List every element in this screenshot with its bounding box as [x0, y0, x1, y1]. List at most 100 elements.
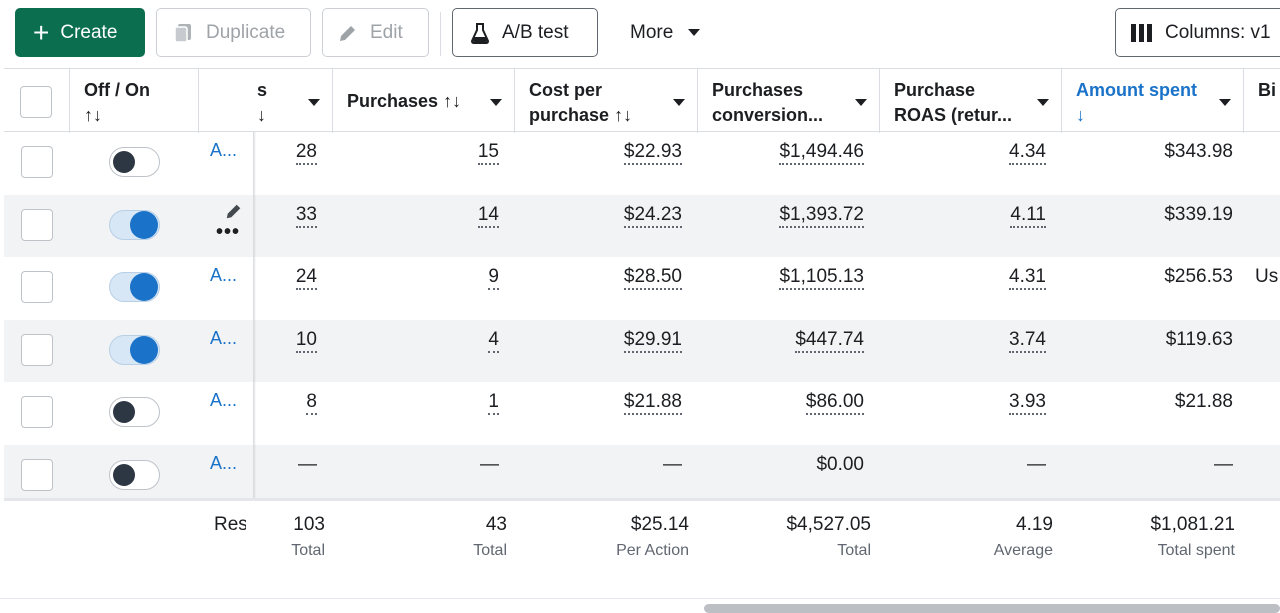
row-checkbox[interactable] [21, 396, 53, 428]
header-bid[interactable]: Bi [1244, 69, 1280, 133]
off-on-label: Off / On [84, 80, 150, 100]
cell-roas[interactable]: 3.74 [916, 322, 1046, 358]
cell-purchases[interactable]: 14 [369, 197, 499, 233]
cell-value: Us [1255, 266, 1279, 287]
cell-cpp[interactable]: $28.50 [552, 259, 682, 295]
select-all-checkbox[interactable] [20, 86, 52, 118]
cell-cpp[interactable]: $22.93 [552, 134, 682, 170]
ad-toggle[interactable] [109, 272, 160, 302]
cell-cpp[interactable]: $24.23 [552, 197, 682, 233]
create-button[interactable]: + Create [15, 8, 145, 57]
plus-icon: + [33, 16, 50, 48]
chevron-down-icon [490, 99, 502, 106]
header-cost-per-purchase[interactable]: Cost per purchase ↑↓ [515, 69, 698, 133]
total-conv-sub: Total [837, 542, 871, 559]
cell-value: 3.93 [1009, 391, 1046, 415]
create-label: Create [60, 21, 118, 43]
header-amount-spent[interactable]: Amount spent ↓ [1062, 69, 1244, 133]
ad-toggle[interactable] [109, 209, 160, 240]
cell-results[interactable]: 28 [187, 134, 317, 170]
cell-purchases[interactable]: 4 [369, 322, 499, 358]
cell-roas[interactable]: 4.11 [916, 197, 1046, 233]
cell-value: $28.50 [623, 266, 682, 290]
cell-conv[interactable]: $1,494.46 [734, 134, 864, 170]
cell-value: 3.74 [1009, 329, 1046, 353]
edit-button[interactable]: Edit [322, 8, 429, 57]
ad-name-link[interactable]: A... [210, 452, 238, 473]
duplicate-icon [172, 22, 194, 44]
ab-test-button[interactable]: A/B test [452, 8, 598, 57]
frozen-column-divider [253, 132, 256, 613]
total-roas-sub: Average [993, 542, 1053, 559]
ad-toggle[interactable] [109, 334, 160, 365]
chevron-down-icon [673, 99, 685, 106]
cell-conv[interactable]: $86.00 [734, 384, 864, 420]
header-off-on[interactable]: Off / On ↑↓ [70, 69, 199, 133]
cell-results[interactable]: 8 [187, 384, 317, 420]
cell-roas[interactable]: 4.31 [916, 259, 1046, 295]
cell-value: 9 [488, 266, 499, 290]
ad-toggle[interactable] [109, 397, 160, 427]
totals-row: Res 103 Total 43 Total $25.14 Per Action… [4, 498, 1280, 613]
cpp-label-2: purchase [529, 105, 610, 125]
header-roas[interactable]: Purchase ROAS (retur... [880, 69, 1062, 133]
ad-name-link[interactable]: A... [210, 265, 238, 285]
table-row[interactable]: A... 28 15 $22.93 $1,494.46 4.34 $343.98 [4, 132, 1280, 194]
cell-roas[interactable]: 3.93 [916, 384, 1046, 420]
row-checkbox[interactable] [21, 208, 53, 241]
sort-down-icon: ↓ [257, 105, 266, 125]
toggle-knob [130, 210, 158, 239]
row-checkbox[interactable] [21, 333, 53, 366]
cell-results[interactable]: 24 [187, 259, 317, 295]
ad-name-link[interactable]: A... [210, 390, 238, 410]
cell-purchases[interactable]: 1 [369, 384, 499, 420]
cell-purchases[interactable]: 15 [369, 134, 499, 170]
cell-conv[interactable]: $1,105.13 [734, 259, 864, 295]
cell-roas[interactable]: 4.34 [916, 134, 1046, 170]
edit-label: Edit [370, 21, 403, 43]
table-header: Off / On ↑↓ s ↓ Purchases ↑↓ Cost per pu… [4, 68, 1280, 133]
ad-toggle[interactable] [109, 147, 160, 177]
ad-name-link[interactable]: A... [210, 327, 238, 348]
cell-cpp[interactable]: $29.91 [552, 322, 682, 358]
row-checkbox[interactable] [21, 458, 53, 491]
table-row[interactable]: A... 10 4 $29.91 $447.74 3.74 $119.63 [4, 319, 1280, 382]
more-dropdown[interactable]: More [614, 8, 724, 57]
ad-name-link[interactable]: A... [210, 140, 238, 160]
columns-icon [1131, 23, 1153, 42]
cell-value: $86.00 [805, 391, 864, 415]
cell-cpp: — [552, 447, 682, 483]
toggle-knob [130, 273, 158, 301]
cell-purchases[interactable]: 9 [369, 259, 499, 295]
cell-value: 28 [295, 141, 317, 165]
amount-spent-label: Amount spent [1076, 80, 1197, 100]
header-results[interactable]: s ↓ [199, 69, 333, 133]
cell-conv[interactable]: $1,393.72 [734, 197, 864, 233]
table-row[interactable]: A... 8 1 $21.88 $86.00 3.93 $21.88 [4, 382, 1280, 444]
ad-toggle[interactable] [109, 459, 160, 490]
results-partial-label: s [257, 80, 268, 100]
table-row[interactable]: ••• 33 14 $24.23 $1,393.72 4.11 $339.19 [4, 194, 1280, 257]
cell-value: $1,105.13 [779, 266, 864, 290]
row-checkbox[interactable] [21, 271, 53, 303]
row-checkbox[interactable] [21, 146, 53, 178]
scrollbar-thumb[interactable] [704, 604, 1280, 613]
table-row[interactable]: A... 24 9 $28.50 $1,105.13 4.31 $256.53 Us [4, 257, 1280, 319]
roas-label-2: ROAS (retur... [894, 105, 1013, 125]
cell-conv[interactable]: $447.74 [734, 322, 864, 358]
chevron-down-icon [308, 99, 320, 106]
cell-results[interactable]: 33 [187, 197, 317, 233]
header-purchases-conversion[interactable]: Purchases conversion... [698, 69, 880, 133]
cell-results: — [187, 447, 317, 483]
cell-value: 14 [477, 204, 499, 228]
more-actions-icon[interactable]: ••• [216, 220, 241, 243]
duplicate-button[interactable]: Duplicate [156, 8, 311, 57]
total-spent: $1,081.21 [1150, 514, 1235, 535]
table-row[interactable]: A... — — — $0.00 — — [4, 444, 1280, 507]
conv-label-2: conversion... [712, 105, 824, 125]
cell-results[interactable]: 10 [187, 322, 317, 358]
columns-dropdown[interactable]: Columns: v1 [1115, 8, 1280, 57]
pencil-icon[interactable] [225, 202, 243, 225]
cell-cpp[interactable]: $21.88 [552, 384, 682, 420]
header-purchases[interactable]: Purchases ↑↓ [333, 69, 515, 133]
